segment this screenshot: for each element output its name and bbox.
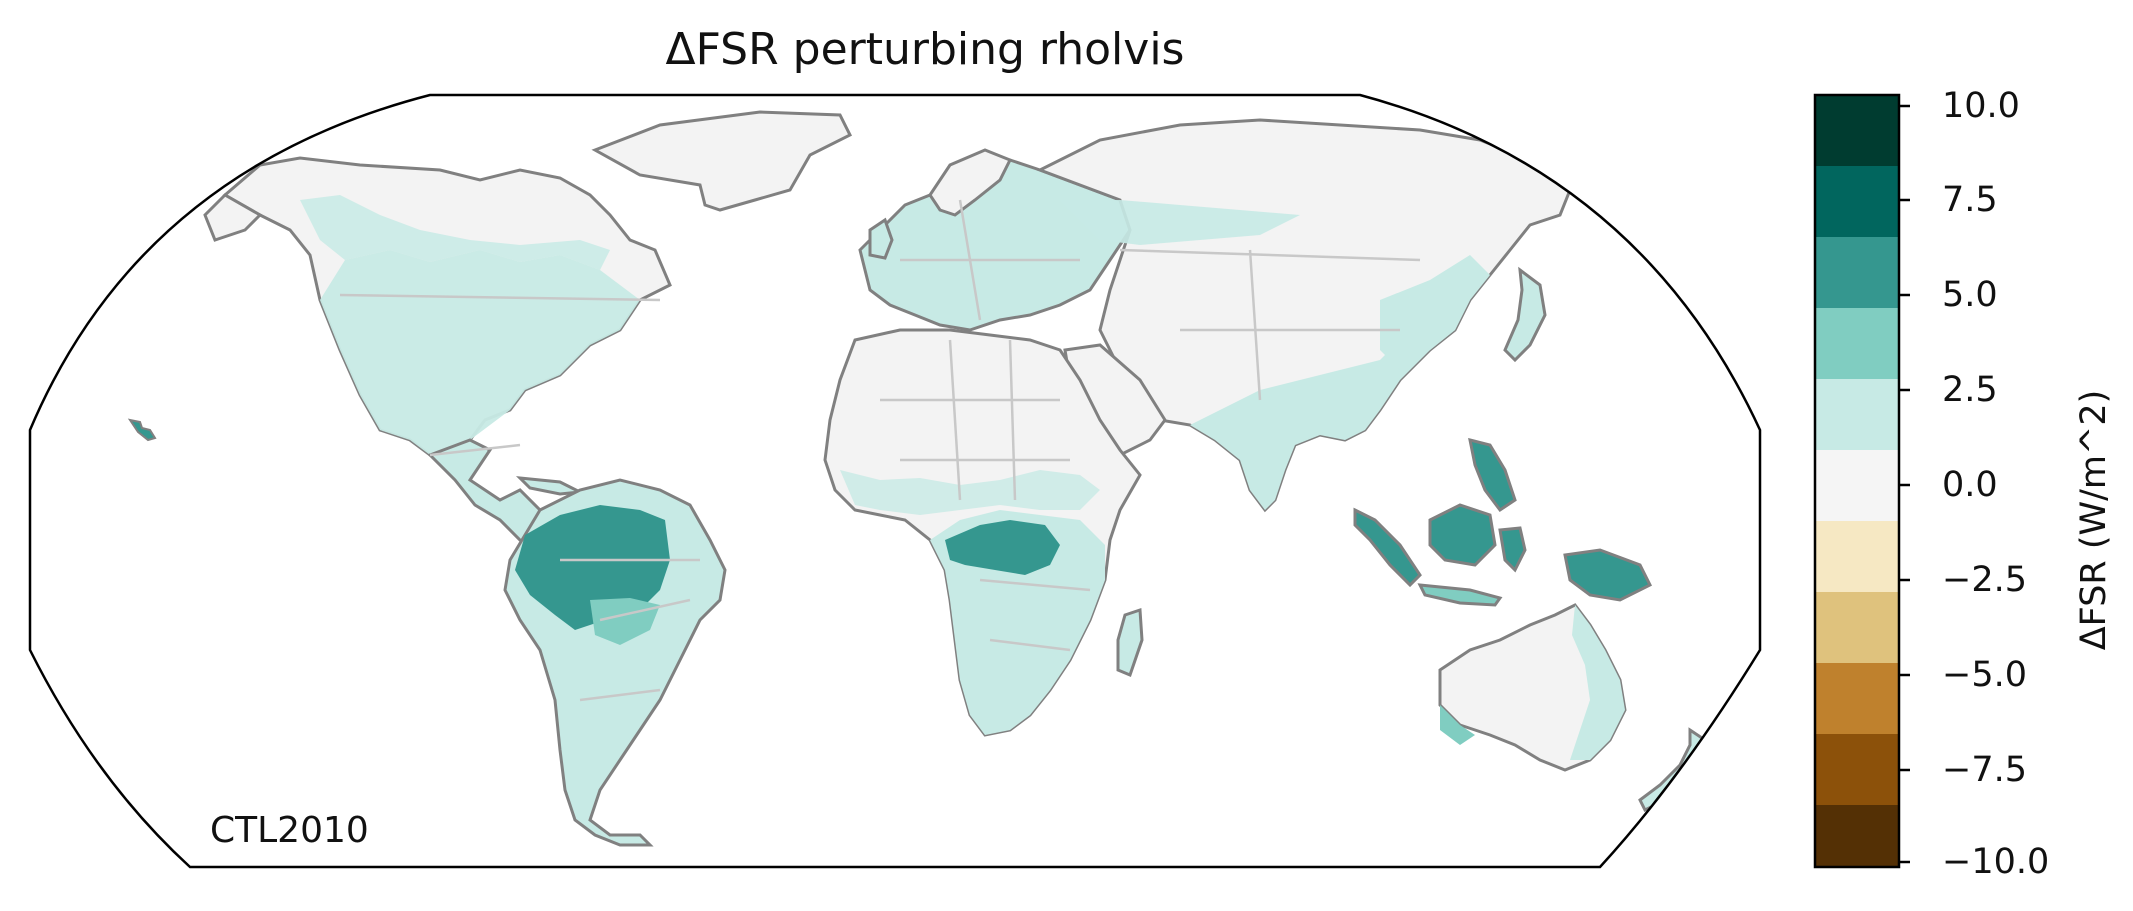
colorbar-bin-4 bbox=[1815, 308, 1899, 379]
australia-coastal-change-overlay bbox=[1570, 605, 1625, 760]
uk-island bbox=[868, 217, 894, 260]
sumatra-island bbox=[1353, 507, 1422, 588]
cuba-island bbox=[515, 476, 586, 496]
australia-southwest-change-overlay bbox=[1440, 705, 1475, 745]
colorbar-tick-label: 5.0 bbox=[1942, 275, 1998, 315]
colorbar-tick-label: −7.5 bbox=[1942, 750, 2027, 790]
china-east-change-overlay bbox=[1380, 255, 1490, 370]
japan-islands bbox=[1503, 266, 1547, 363]
colorbar-bin-7 bbox=[1815, 521, 1899, 592]
colorbar-tick-label: 2.5 bbox=[1942, 370, 1998, 410]
colorbar bbox=[1813, 93, 1910, 869]
colorbar-tick-label: −2.5 bbox=[1942, 560, 2027, 600]
colorbar-bin-1 bbox=[1815, 95, 1899, 166]
colorbar-bin-6 bbox=[1815, 450, 1899, 521]
colorbar-bin-3 bbox=[1815, 237, 1899, 308]
colorbar-tick-label: 0.0 bbox=[1942, 465, 1998, 505]
colorbar-bin-10 bbox=[1815, 734, 1899, 805]
scenario-label: CTL2010 bbox=[210, 810, 369, 851]
borneo-island bbox=[1428, 503, 1497, 567]
colorbar-bin-2 bbox=[1815, 166, 1899, 237]
scandinavia-landmass bbox=[928, 148, 1013, 217]
colorbar-tick-label: 7.5 bbox=[1942, 180, 1998, 220]
country-borders bbox=[339, 199, 1421, 702]
alaska-landmass bbox=[203, 193, 263, 242]
colorbar-tick-label: −5.0 bbox=[1942, 655, 2027, 695]
greenland-landmass bbox=[591, 110, 853, 212]
canada-change-overlay bbox=[300, 195, 610, 270]
java-island bbox=[1417, 583, 1503, 607]
south-asia-change-overlay bbox=[1190, 280, 1470, 510]
congo-change-overlay bbox=[945, 520, 1060, 575]
hawaii-islands bbox=[127, 418, 157, 442]
colorbar-axis-label: ΔFSR (W/m^2) bbox=[2074, 389, 2114, 651]
sulawesi-island bbox=[1498, 526, 1527, 573]
map-layer bbox=[127, 110, 1707, 847]
siberia-change-overlay bbox=[1060, 200, 1300, 245]
colorbar-bin-9 bbox=[1815, 663, 1899, 734]
colorbar-frame bbox=[1813, 93, 1901, 869]
map-title: ΔFSR perturbing rholvis bbox=[665, 24, 1185, 75]
philippines-islands bbox=[1468, 437, 1517, 513]
colorbar-tick-label: 10.0 bbox=[1942, 86, 2020, 126]
sahel-change-overlay bbox=[840, 470, 1100, 515]
new-guinea-island bbox=[1563, 548, 1653, 602]
globe-outline bbox=[28, 93, 1762, 869]
colorbar-bin-5 bbox=[1815, 379, 1899, 450]
colorbar-tick-label: −10.0 bbox=[1942, 842, 2050, 882]
colorbar-bin-8 bbox=[1815, 592, 1899, 663]
madagascar-island bbox=[1116, 607, 1144, 677]
north-america-change-overlay bbox=[320, 250, 640, 455]
new-zealand-islands bbox=[1638, 727, 1707, 813]
colorbar-bin-11 bbox=[1815, 805, 1899, 867]
colorbar-tick-marks bbox=[1899, 104, 1910, 864]
